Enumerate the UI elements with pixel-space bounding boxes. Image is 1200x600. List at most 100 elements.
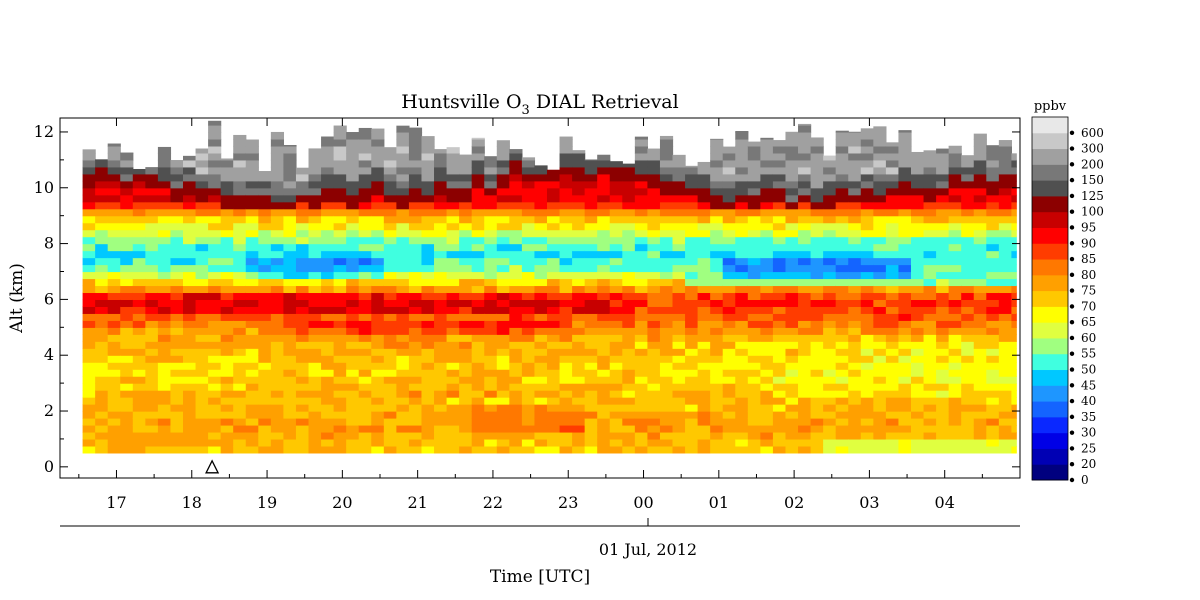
heatmap-cell bbox=[998, 243, 1012, 252]
heatmap-cell bbox=[283, 431, 297, 440]
heatmap-cell bbox=[697, 348, 711, 356]
heatmap-cell bbox=[1011, 404, 1017, 412]
heatmap-cell bbox=[145, 271, 159, 280]
heatmap-cell bbox=[559, 424, 573, 433]
heatmap-cell bbox=[835, 180, 849, 189]
heatmap-cell bbox=[760, 180, 774, 189]
heatmap-cell bbox=[170, 229, 184, 238]
heatmap-cell bbox=[157, 292, 172, 300]
heatmap-cell bbox=[496, 320, 510, 328]
heatmap-cell bbox=[270, 285, 285, 294]
heatmap-cell bbox=[898, 131, 912, 140]
heatmap-cell bbox=[584, 285, 598, 294]
heatmap-cell bbox=[471, 159, 485, 168]
heatmap-cell bbox=[170, 397, 184, 405]
heatmap-cell bbox=[634, 250, 649, 259]
heatmap-cell bbox=[697, 404, 711, 412]
heatmap-cell bbox=[622, 348, 636, 356]
heatmap-cell bbox=[1011, 208, 1017, 217]
heatmap-cell bbox=[208, 292, 222, 300]
heatmap-cell bbox=[546, 243, 561, 252]
heatmap-cell bbox=[270, 411, 285, 419]
heatmap-cell bbox=[622, 376, 636, 384]
heatmap-cell bbox=[910, 292, 925, 300]
heatmap-cell bbox=[321, 136, 335, 140]
heatmap-cell bbox=[195, 424, 209, 433]
heatmap-cell bbox=[434, 327, 448, 335]
heatmap-cell bbox=[270, 145, 285, 154]
heatmap-cell bbox=[584, 222, 598, 231]
heatmap-cell bbox=[936, 250, 950, 259]
heatmap-cell bbox=[823, 250, 837, 259]
heatmap-cell bbox=[848, 257, 862, 266]
heatmap-cell bbox=[120, 376, 134, 384]
heatmap-cell bbox=[446, 243, 460, 252]
heatmap-cell bbox=[584, 383, 598, 391]
heatmap-cell bbox=[823, 173, 837, 182]
heatmap-cell bbox=[270, 438, 285, 447]
heatmap-cell bbox=[283, 264, 297, 273]
heatmap-cell bbox=[220, 348, 234, 356]
heatmap-cell bbox=[170, 327, 184, 335]
heatmap-cell bbox=[672, 327, 686, 335]
heatmap-cell bbox=[622, 424, 636, 433]
colorbar-swatch bbox=[1032, 180, 1068, 197]
heatmap-cell bbox=[936, 369, 950, 377]
heatmap-cell bbox=[484, 159, 498, 168]
heatmap-cell bbox=[82, 397, 96, 405]
heatmap-cell bbox=[183, 222, 197, 231]
heatmap-cell bbox=[346, 145, 360, 154]
heatmap-cell bbox=[145, 431, 159, 440]
heatmap-cell bbox=[823, 229, 837, 238]
heatmap-cell bbox=[107, 257, 121, 266]
heatmap-cell bbox=[986, 166, 1000, 175]
heatmap-cell bbox=[183, 173, 197, 182]
heatmap-cell bbox=[333, 166, 347, 175]
heatmap-cell bbox=[346, 320, 360, 328]
heatmap-cell bbox=[107, 152, 121, 161]
heatmap-cell bbox=[371, 201, 385, 210]
heatmap-cell bbox=[371, 369, 385, 377]
heatmap-cell bbox=[496, 173, 510, 182]
heatmap-cell bbox=[973, 152, 987, 161]
heatmap-cell bbox=[434, 299, 448, 307]
heatmap-cell bbox=[885, 201, 900, 210]
heatmap-cell bbox=[446, 264, 460, 273]
heatmap-cell bbox=[572, 201, 586, 210]
heatmap-cell bbox=[459, 327, 473, 335]
heatmap-cell bbox=[760, 299, 774, 307]
heatmap-cell bbox=[672, 194, 686, 203]
heatmap-cell bbox=[82, 390, 96, 398]
heatmap-cell bbox=[396, 390, 410, 398]
heatmap-cell bbox=[785, 152, 799, 161]
heatmap-cell bbox=[82, 445, 96, 454]
heatmap-cell bbox=[634, 341, 649, 349]
heatmap-cell bbox=[659, 306, 674, 314]
heatmap-cell bbox=[823, 299, 837, 307]
heatmap-cell bbox=[647, 264, 661, 273]
heatmap-cell bbox=[572, 313, 586, 321]
heatmap-cell bbox=[647, 404, 661, 412]
heatmap-cell bbox=[597, 187, 611, 196]
heatmap-cell bbox=[295, 334, 310, 342]
heatmap-cell bbox=[622, 229, 636, 238]
heatmap-cell bbox=[747, 215, 761, 224]
heatmap-cell bbox=[421, 348, 435, 356]
heatmap-cell bbox=[685, 229, 699, 238]
heatmap-cell bbox=[860, 327, 874, 335]
heatmap-cell bbox=[233, 418, 247, 426]
heatmap-cell bbox=[434, 152, 448, 161]
heatmap-cell bbox=[659, 135, 674, 140]
heatmap-cell bbox=[898, 166, 912, 175]
heatmap-cell bbox=[559, 215, 573, 224]
heatmap-cell bbox=[258, 327, 272, 335]
heatmap-cell bbox=[898, 130, 912, 133]
heatmap-cell bbox=[82, 159, 96, 168]
heatmap-cell bbox=[948, 327, 962, 335]
heatmap-cell bbox=[195, 222, 209, 231]
heatmap-cell bbox=[910, 355, 925, 363]
heatmap-cell bbox=[986, 397, 1000, 405]
heatmap-cell bbox=[798, 208, 812, 217]
heatmap-cell bbox=[346, 166, 360, 175]
heatmap-cell bbox=[584, 208, 598, 217]
